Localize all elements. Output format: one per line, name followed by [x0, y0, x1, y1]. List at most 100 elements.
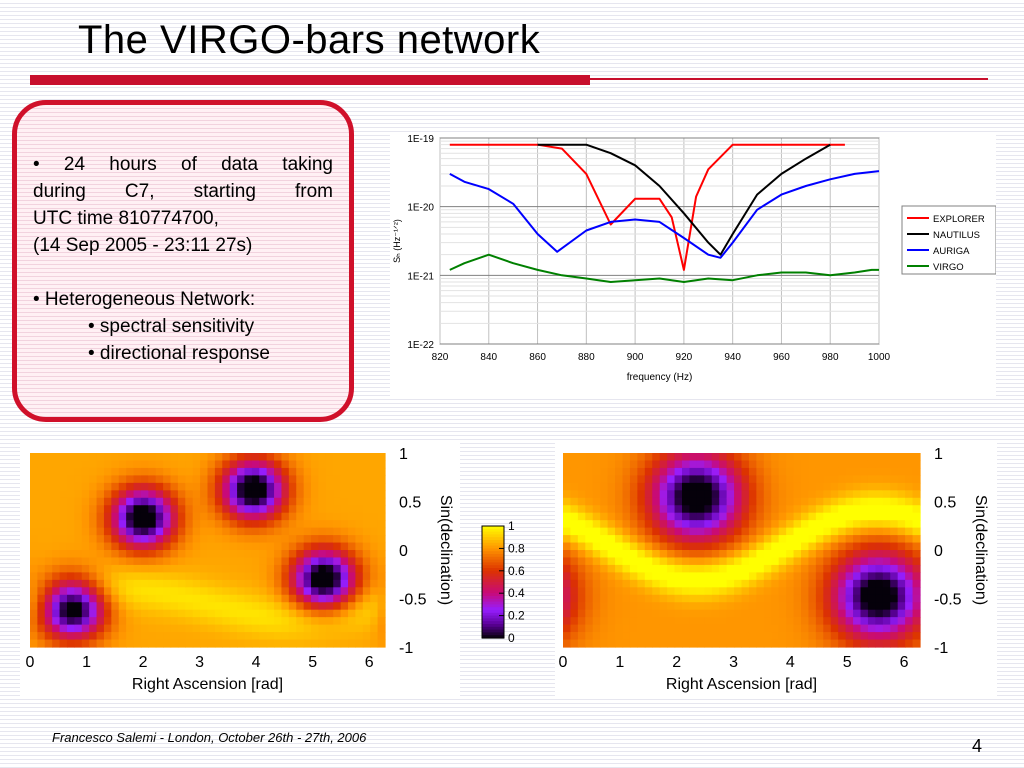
heatmap-cell	[689, 557, 698, 566]
heatmap-cell	[333, 564, 342, 573]
heatmap-cell	[793, 624, 802, 633]
heatmap-cell	[808, 520, 817, 529]
heatmap-cell	[303, 475, 312, 484]
heatmap-cell	[207, 512, 216, 521]
heatmap-cell	[200, 535, 209, 544]
heatmap-cell	[303, 594, 312, 603]
heatmap-cell	[734, 505, 743, 514]
heatmap-cell	[659, 520, 668, 529]
heatmap-cell	[615, 475, 624, 484]
heatmap-cell	[30, 497, 38, 506]
heatmap-cell	[860, 512, 869, 521]
heatmap-cell	[163, 632, 172, 641]
heatmap-cell	[741, 609, 750, 618]
heatmap-cell	[126, 550, 135, 559]
heatmap-cell	[37, 579, 46, 588]
heatmap-cell	[830, 520, 839, 529]
heatmap-cell	[244, 467, 253, 476]
heatmap-cell	[148, 467, 157, 476]
heatmap-cell	[207, 609, 216, 618]
heatmap-cell	[741, 453, 750, 462]
heatmap-cell	[288, 460, 297, 469]
heatmap-cell	[667, 520, 676, 529]
heatmap-cell	[563, 579, 572, 588]
heatmap-cell	[882, 460, 891, 469]
heatmap-cell	[711, 564, 720, 573]
heatmap-cell	[585, 490, 594, 499]
heatmap-cell	[214, 602, 223, 611]
heatmap-cell	[867, 475, 876, 484]
heatmap-cell	[563, 624, 572, 633]
heatmap-cell	[763, 453, 772, 462]
heatmap-cell	[734, 609, 743, 618]
heatmap-cell	[340, 482, 349, 491]
heatmap-cell	[281, 632, 290, 641]
heatmap-cell	[266, 482, 275, 491]
heatmap-cell	[600, 550, 609, 559]
heatmap-cell	[222, 602, 231, 611]
heatmap-cell	[96, 475, 105, 484]
heatmap-cell	[259, 557, 268, 566]
heatmap-cell	[52, 624, 61, 633]
heatmap-cell	[629, 624, 638, 633]
heatmap-cell	[37, 520, 46, 529]
heatmap-cell	[667, 542, 676, 551]
heatmap-cell	[103, 594, 112, 603]
heatmap-cell	[622, 572, 631, 581]
heatmap-cell	[786, 609, 795, 618]
heatmap-cell	[563, 564, 572, 573]
heatmap-cell	[778, 572, 787, 581]
heatmap-cell	[318, 594, 327, 603]
heatmap-cell	[592, 505, 601, 514]
heatmap-cell	[659, 460, 668, 469]
heatmap-cell	[882, 564, 891, 573]
heatmap-cell	[362, 520, 371, 529]
heatmap-cell	[912, 572, 921, 581]
heatmap-cell	[89, 460, 98, 469]
heatmap-cell	[778, 512, 787, 521]
heatmap-cell	[741, 497, 750, 506]
heatmap-cell	[689, 564, 698, 573]
heatmap-cell	[622, 490, 631, 499]
heatmap-cell	[845, 579, 854, 588]
heatmap-cell	[229, 520, 238, 529]
heatmap-cell	[325, 550, 334, 559]
heatmap-cell	[830, 527, 839, 536]
heatmap-cell	[711, 609, 720, 618]
heatmap-cell	[905, 467, 914, 476]
heatmap-cell	[81, 520, 90, 529]
heatmap-cell	[771, 609, 780, 618]
sensitivity-chart: 820 840 860 880 900 920 940 960 980 1000 1E-19 1E-2…	[390, 132, 997, 396]
colorbar-svg: 10.80.60.40.20	[481, 519, 525, 645]
heatmap-cell	[126, 557, 135, 566]
heatmap-cell	[266, 572, 275, 581]
heatmap-cell	[778, 520, 787, 529]
heatmap-cell	[214, 535, 223, 544]
heatmap-cell	[30, 550, 38, 559]
heatmap-cell	[897, 453, 906, 462]
heatmap-cell	[133, 632, 142, 641]
heatmap-cell	[170, 572, 179, 581]
heatmap-cell	[222, 587, 231, 596]
series-line-explorer	[449, 143, 845, 271]
heatmap-cell	[793, 527, 802, 536]
heatmap-cell	[860, 639, 869, 648]
heatmap-cell	[719, 564, 728, 573]
heatmap-cell	[362, 624, 371, 633]
heatmap-cell	[377, 482, 386, 491]
heatmap-cell	[355, 460, 364, 469]
heatmap-cell	[637, 512, 646, 521]
heatmap-cell	[348, 467, 357, 476]
heatmap-cell	[659, 564, 668, 573]
heatmap-cell	[592, 579, 601, 588]
heatmap-cell	[667, 572, 676, 581]
heatmap-cell	[348, 550, 357, 559]
heatmap-cell	[734, 632, 743, 641]
heatmap-cell	[74, 624, 83, 633]
heatmap-cell	[867, 520, 876, 529]
heatmap-cell	[615, 557, 624, 566]
heatmap-cell	[600, 467, 609, 476]
heatmap-cell	[148, 609, 157, 618]
heatmap-cell	[288, 535, 297, 544]
